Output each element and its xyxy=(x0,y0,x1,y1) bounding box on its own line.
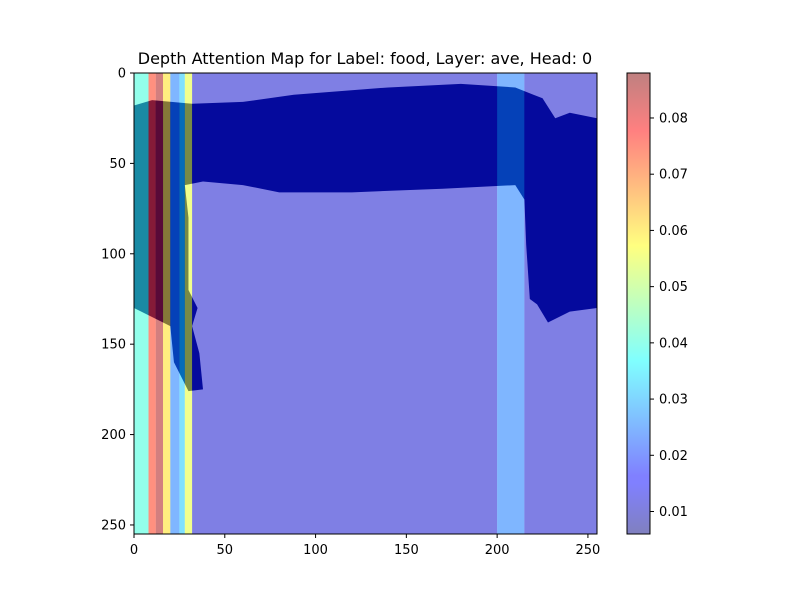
y-tick-label: 150 xyxy=(101,338,126,353)
x-tick-label: 0 xyxy=(130,543,138,558)
y-tick-label: 100 xyxy=(101,247,126,262)
y-tick-label: 0 xyxy=(118,67,126,82)
chart-title: Depth Attention Map for Label: food, Lay… xyxy=(138,49,592,68)
y-tick-label: 50 xyxy=(109,157,126,172)
attention-column xyxy=(497,73,525,534)
colorbar: 0.01 0.02 0.03 0.04 0.05 0.06 0.07 0.08 xyxy=(626,72,688,535)
x-tick-label: 200 xyxy=(485,543,510,558)
colorbar-tick-label: 0.04 xyxy=(659,336,688,351)
colorbar-frame xyxy=(626,72,651,535)
colorbar-tick-label: 0.02 xyxy=(659,449,688,464)
colorbar-tick-label: 0.06 xyxy=(659,224,688,239)
attention-column xyxy=(170,73,180,534)
attention-column xyxy=(155,73,164,534)
colorbar-ticks: 0.01 0.02 0.03 0.04 0.05 0.06 0.07 0.08 xyxy=(650,111,688,520)
plot-area xyxy=(134,73,597,534)
colorbar-tick-label: 0.07 xyxy=(659,168,688,183)
x-tick-label: 250 xyxy=(576,543,601,558)
y-tick-label: 200 xyxy=(101,428,126,443)
attention-layer xyxy=(134,73,597,534)
x-tick-label: 100 xyxy=(303,543,328,558)
x-axis: 0 50 100 150 200 250 xyxy=(130,534,600,558)
colorbar-tick-label: 0.03 xyxy=(659,393,688,408)
colorbar-tick-label: 0.08 xyxy=(659,111,688,126)
y-tick-label: 250 xyxy=(101,518,126,533)
attention-column xyxy=(524,73,597,534)
attention-column xyxy=(134,73,149,534)
plot-frame xyxy=(133,72,598,535)
attention-column xyxy=(192,73,498,534)
y-axis: 0 50 100 150 200 250 xyxy=(101,67,134,533)
attention-column xyxy=(184,73,193,534)
attention-column xyxy=(163,73,171,534)
colorbar-tick-label: 0.01 xyxy=(659,505,688,520)
colorbar-gradient xyxy=(627,73,650,534)
attention-column xyxy=(179,73,185,534)
attention-column xyxy=(148,73,156,534)
x-tick-label: 50 xyxy=(217,543,234,558)
x-tick-label: 150 xyxy=(394,543,419,558)
colorbar-tick-label: 0.05 xyxy=(659,280,688,295)
